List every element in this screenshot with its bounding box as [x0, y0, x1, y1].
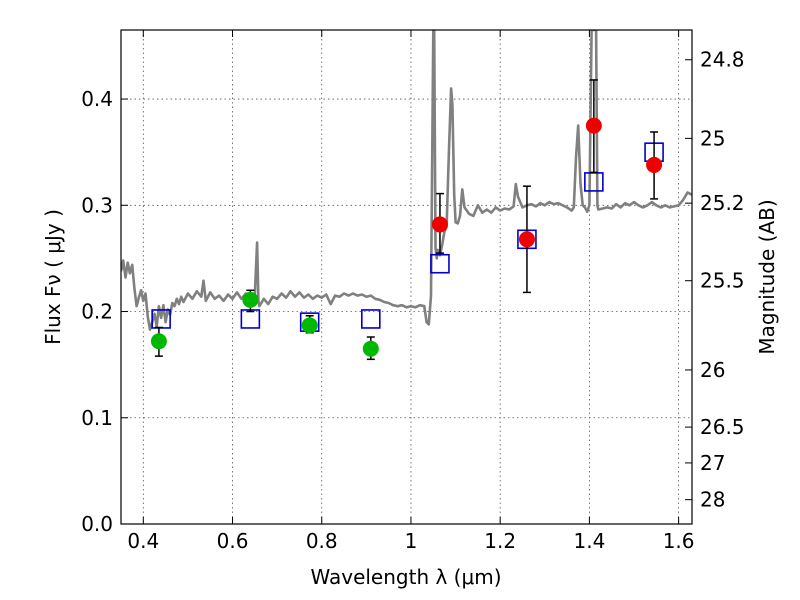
x-tick-label: 1.4	[573, 529, 605, 553]
axis-ticks: 0.4 0.6 0.8 1 1.2 1.4 1.6 0.0 0.1 0.2 0.3 0.4 24.8 25…	[81, 30, 745, 553]
red-data-point	[585, 117, 602, 134]
right-tick-label: 26	[700, 358, 725, 382]
model-photometry-box	[430, 253, 450, 274]
green-data-point	[242, 291, 259, 308]
plot-background	[121, 30, 692, 524]
right-axis-title: Magnitude (AB)	[755, 199, 779, 354]
red-data-point	[431, 216, 448, 233]
spectrum-layer	[121, 30, 692, 331]
x-tick-label: 0.4	[127, 529, 159, 553]
x-tick-label: 1	[405, 529, 418, 553]
green-data-point	[150, 333, 167, 350]
right-tick-label: 25	[700, 126, 725, 150]
y-tick-label: 0.2	[81, 300, 113, 324]
right-tick-label: 25.2	[700, 191, 745, 215]
y-tick-label: 0.3	[81, 193, 113, 217]
right-tick-label: 24.8	[700, 48, 745, 72]
y-tick-label: 0.0	[81, 512, 113, 536]
x-tick-label: 1.6	[663, 529, 695, 553]
x-axis-title: Wavelength λ (μm)	[310, 565, 501, 589]
right-tick-label: 27	[700, 451, 725, 475]
y-axis-title: Flux Fν ( μJy )	[41, 209, 65, 345]
y-tick-label: 0.1	[81, 406, 113, 430]
green-data-point	[301, 317, 318, 334]
marker-layer	[150, 79, 664, 361]
x-tick-label: 1.2	[484, 529, 516, 553]
red-data-point	[646, 156, 663, 173]
plot-frame	[120, 29, 693, 525]
y-tick-label: 0.4	[81, 87, 113, 111]
model-spectrum-line	[121, 30, 692, 331]
x-tick-label: 0.6	[217, 529, 249, 553]
green-data-point	[362, 340, 379, 357]
x-tick-label: 0.8	[306, 529, 338, 553]
model-photometry-box	[361, 309, 381, 329]
right-tick-label: 25.5	[700, 269, 745, 293]
right-tick-label: 26.5	[700, 415, 745, 439]
right-tick-label: 28	[700, 488, 725, 512]
red-data-point	[518, 231, 535, 248]
